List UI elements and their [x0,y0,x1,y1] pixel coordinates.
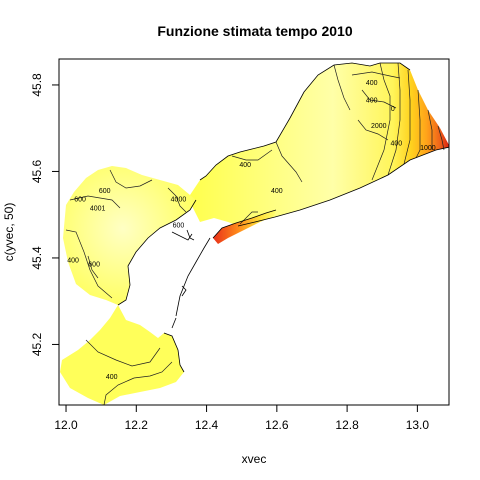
map-area [60,63,449,405]
y-tick-label: 45.2 [30,332,44,356]
contour-label: 4000 [171,197,187,204]
contour-label: 2000 [371,123,387,130]
plot-frame [58,58,450,406]
y-axis: 45.2 45.4 45.6 45.8 [30,73,59,356]
contour-label: 400 [390,141,402,148]
x-axis: 12.0 12.2 12.4 12.6 12.8 13.0 [54,405,429,432]
region-west [63,166,196,305]
x-tick-label: 13.0 [406,418,430,432]
contour-label: 400 [366,97,378,104]
contour-label: 400 [67,257,79,264]
x-axis-label: xvec [242,452,267,466]
x-tick-label: 12.0 [54,418,78,432]
y-tick-label: 45.6 [30,159,44,183]
y-tick-label: 45.4 [30,246,44,270]
x-tick-label: 12.6 [265,418,289,432]
contour-label: 400 [106,374,118,381]
contour-label: 4001 [90,205,106,212]
chart-title: Funzione stimata tempo 2010 [157,23,352,39]
contour-label: 400 [366,80,378,87]
x-tick-label: 12.8 [335,418,359,432]
y-tick-label: 45.8 [30,73,44,97]
contour-label: 600 [173,223,185,230]
contour-label: 0 [391,106,395,113]
contour-label: 600 [74,197,86,204]
contour-label: 1000 [420,145,436,152]
coastline [117,62,449,373]
contour-label: 400 [239,162,251,169]
region-spit [213,210,276,244]
region-south [60,305,184,405]
x-tick-label: 12.2 [125,418,149,432]
contour-label: 600 [88,262,100,269]
region-northeast [190,63,449,226]
contour-label: 600 [99,188,111,195]
contour-label: 400 [271,188,283,195]
x-tick-label: 12.4 [195,418,219,432]
y-axis-label: c(yvec, 50) [2,203,16,262]
contour-labels: 4006004001400600600400060040040040040020… [67,80,436,381]
contour-lines [65,62,445,405]
